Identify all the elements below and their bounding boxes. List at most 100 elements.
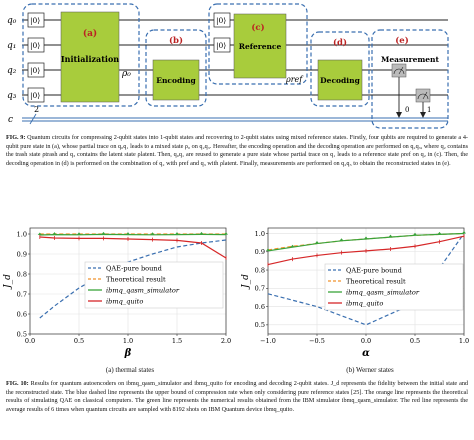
block-d-name: Decoding bbox=[320, 76, 360, 85]
x-tick-label: 1.0 bbox=[459, 337, 469, 345]
subcaption-b: (b) Werner states bbox=[346, 366, 394, 374]
y-tick-label: 0.6 bbox=[255, 303, 265, 311]
qubit-label-q2: q₂ bbox=[7, 66, 17, 76]
legend-label: Theoretical result bbox=[346, 277, 406, 285]
block-encoding: (b) Encoding bbox=[145, 29, 207, 107]
series-point bbox=[266, 248, 270, 251]
series-point bbox=[388, 234, 393, 238]
series-point bbox=[413, 232, 417, 236]
ref-ket-q1: |0⟩ bbox=[216, 41, 226, 50]
x-tick-label: −0.5 bbox=[309, 337, 325, 345]
y-tick-label: 1.0 bbox=[255, 230, 265, 238]
series-point bbox=[101, 231, 106, 235]
series-point bbox=[437, 231, 442, 235]
y-tick-label: 0.5 bbox=[255, 321, 265, 329]
block-initialization: (a) Initialization ρ₀ bbox=[22, 3, 140, 107]
block-c-name: Reference bbox=[239, 42, 282, 51]
series-point bbox=[224, 232, 228, 235]
meter-icon-q3 bbox=[415, 88, 431, 103]
chart-thermal-states: 0.0 0.5 1.0 1.5 2.00.50.60.70.80.91.0βJ_dQAE… bbox=[3, 227, 231, 359]
x-axis-label: β bbox=[124, 348, 132, 359]
legend-label: QAE-pure bound bbox=[106, 264, 163, 272]
legend-label: ibmq_qasm_simulator bbox=[106, 286, 180, 294]
block-a-tag: (a) bbox=[83, 28, 97, 39]
creg-label: c bbox=[8, 115, 13, 125]
block-measurement: (e) Measurement 0 1 bbox=[371, 29, 449, 129]
block-decoding: (d) Decoding bbox=[310, 31, 370, 107]
y-tick-label: 0.6 bbox=[17, 310, 27, 318]
fig10-caption-label: FIG. 10: bbox=[6, 380, 29, 387]
y-tick-label: 0.9 bbox=[17, 250, 27, 258]
fig9-caption-label: FIG. 9: bbox=[6, 134, 26, 141]
legend-label: Theoretical result bbox=[106, 275, 166, 283]
meter-icon-q2 bbox=[391, 63, 407, 78]
series-point bbox=[315, 241, 319, 244]
block-e-name: Measurement bbox=[381, 55, 439, 64]
y-tick-label: 0.9 bbox=[255, 248, 265, 256]
ket-q1: |0⟩ bbox=[30, 41, 40, 50]
x-tick-label: 2.0 bbox=[221, 337, 231, 345]
fig9-caption: FIG. 9: Quantum circuits for compressing… bbox=[6, 134, 468, 168]
block-c-tag: (c) bbox=[251, 22, 264, 33]
ket-q0: |0⟩ bbox=[30, 16, 40, 25]
block-d-tag: (d) bbox=[333, 37, 347, 48]
legend-label: ibmq_quito bbox=[106, 297, 143, 305]
fig10-caption-text: Results for quantum autoencoders on ibmq… bbox=[6, 380, 469, 413]
series-point bbox=[37, 232, 42, 235]
series-point bbox=[150, 232, 155, 235]
x-tick-label: 0.0 bbox=[361, 337, 371, 345]
fig10-caption: FIG. 10: Results for quantum autoencoder… bbox=[6, 380, 468, 414]
block-a-name: Initialization bbox=[61, 54, 119, 64]
ket-q3: |0⟩ bbox=[30, 91, 40, 100]
x-tick-label: 0.0 bbox=[25, 337, 35, 345]
meas-bit-1: 1 bbox=[427, 106, 431, 114]
circuit-diagram: 2 q₀ q₁ q₂ q₃ c |0⟩ |0⟩ |0⟩ |0⟩ (a) Init… bbox=[7, 3, 449, 129]
subcaption-a: (a) thermal states bbox=[105, 366, 155, 374]
legend-label: ibmq_qasm_simulator bbox=[346, 288, 420, 296]
series-point bbox=[52, 232, 57, 235]
x-tick-label: −1.0 bbox=[260, 337, 276, 345]
qubit-label-q1: q₁ bbox=[7, 41, 16, 51]
y-axis-label: J_d bbox=[3, 274, 13, 290]
ket-q2: |0⟩ bbox=[30, 66, 40, 75]
y-tick-label: 0.8 bbox=[17, 270, 27, 278]
series-point bbox=[175, 232, 179, 235]
rho-ref-label: ρref bbox=[285, 75, 304, 84]
fig9-caption-text: Quantum circuits for compressing 2-qubit… bbox=[6, 134, 469, 167]
series-point bbox=[199, 231, 204, 235]
x-axis-label: α bbox=[362, 348, 370, 359]
series-line-3 bbox=[39, 236, 227, 259]
meas-bit-0: 0 bbox=[405, 106, 409, 114]
block-e-tag: (e) bbox=[395, 35, 408, 46]
ref-ket-q0: |0⟩ bbox=[216, 16, 226, 25]
series-point bbox=[339, 238, 344, 241]
y-tick-label: 0.7 bbox=[17, 290, 27, 298]
series-point bbox=[126, 232, 130, 235]
x-tick-label: 0.5 bbox=[74, 337, 84, 345]
y-axis-label: J_d bbox=[241, 274, 251, 290]
y-tick-label: 1.0 bbox=[17, 230, 27, 238]
legend-box bbox=[84, 261, 224, 309]
legend-label: ibmq_quito bbox=[346, 299, 383, 307]
x-tick-label: 0.5 bbox=[410, 337, 420, 345]
y-tick-label: 0.8 bbox=[255, 266, 265, 274]
rho0-label: ρ₀ bbox=[121, 69, 131, 79]
block-b-tag: (b) bbox=[169, 35, 183, 46]
qubit-label-q3: q₃ bbox=[7, 91, 17, 101]
block-b-name: Encoding bbox=[156, 76, 196, 85]
series-point bbox=[462, 230, 466, 234]
creg-size: 2 bbox=[34, 105, 39, 114]
x-tick-label: 1.5 bbox=[172, 337, 182, 345]
chart-werner-states: −1.0 −0.5 0.0 0.5 1.0 0.5 0.6 0.7 0.8 0.9 1.0 α J_d Q… bbox=[241, 227, 469, 359]
x-tick-label: 1.0 bbox=[123, 337, 133, 345]
series-point bbox=[77, 232, 81, 235]
legend-box bbox=[324, 263, 464, 311]
y-tick-label: 0.5 bbox=[17, 330, 27, 338]
block-reference: |0⟩ |0⟩ (c) Reference ρref bbox=[208, 3, 308, 85]
series-point bbox=[290, 244, 295, 248]
series-point bbox=[364, 236, 368, 239]
qubit-label-q0: q₀ bbox=[7, 16, 17, 26]
classical-wire bbox=[22, 113, 448, 125]
series-line-2 bbox=[39, 233, 227, 236]
legend-label: QAE-pure bound bbox=[346, 266, 403, 274]
